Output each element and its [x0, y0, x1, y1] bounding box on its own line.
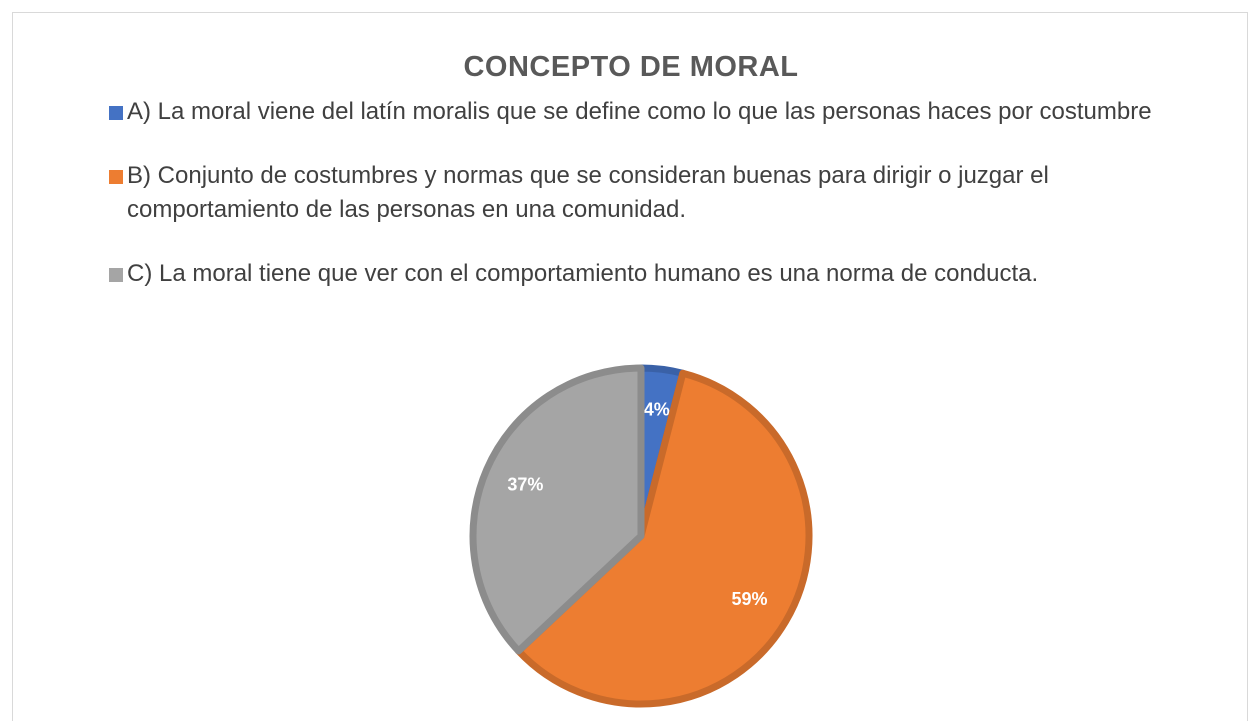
legend: A) La moral viene del latín moralis que … — [109, 95, 1219, 321]
data-label: 4% — [644, 400, 670, 420]
pie-slice — [469, 364, 645, 655]
data-label: 59% — [731, 589, 767, 609]
legend-label: B) Conjunto de costumbres y normas que s… — [127, 162, 1049, 223]
legend-label: A) La moral viene del latín moralis que … — [127, 98, 1152, 125]
legend-item: B) Conjunto de costumbres y normas que s… — [109, 159, 1219, 227]
legend-swatch — [109, 170, 123, 184]
pie-area: 4% 59% 37% — [469, 364, 813, 708]
legend-item: A) La moral viene del latín moralis que … — [109, 95, 1219, 129]
legend-item: C) La moral tiene que ver con el comport… — [109, 257, 1219, 291]
legend-label: C) La moral tiene que ver con el comport… — [127, 260, 1039, 287]
legend-swatch — [109, 268, 123, 282]
pie-slice — [515, 369, 813, 708]
chart-title: CONCEPTO DE MORAL — [463, 51, 799, 83]
chart: 4% 59% 37% CONCEPTO DE MORAL A) La moral v… — [12, 12, 1248, 721]
data-label: 37% — [507, 475, 543, 495]
legend-swatch — [109, 106, 123, 120]
